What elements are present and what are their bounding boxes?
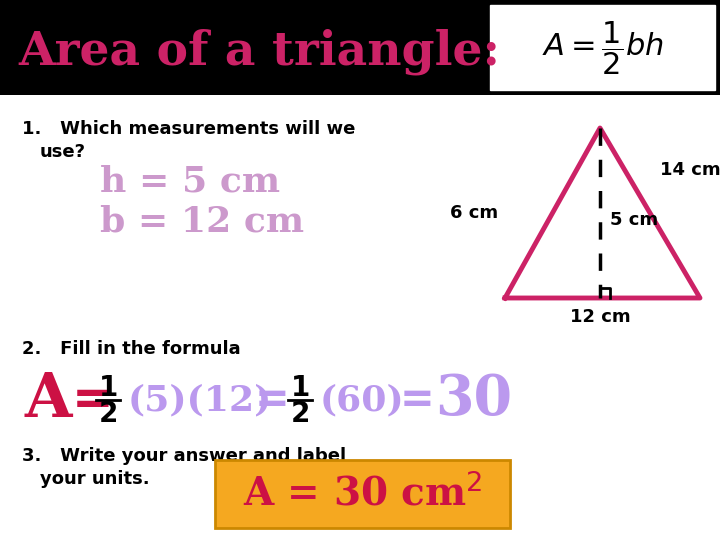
Text: 2.   Fill in the formula: 2. Fill in the formula xyxy=(22,340,240,358)
Text: your units.: your units. xyxy=(40,470,150,488)
Bar xyxy=(490,5,715,90)
Text: 14 cm: 14 cm xyxy=(660,161,720,179)
Text: Area of a triangle:: Area of a triangle: xyxy=(18,29,500,75)
Bar xyxy=(215,460,510,528)
Text: 1.   Which measurements will we: 1. Which measurements will we xyxy=(22,120,356,138)
Bar xyxy=(0,95,720,540)
Bar xyxy=(0,0,720,95)
Text: A = 30 cm$^2$: A = 30 cm$^2$ xyxy=(243,474,482,514)
Text: =: = xyxy=(72,376,114,424)
Text: 2: 2 xyxy=(290,400,310,428)
Text: b = 12 cm: b = 12 cm xyxy=(100,205,304,239)
Text: 30: 30 xyxy=(435,373,512,428)
Text: (60): (60) xyxy=(320,383,405,417)
Text: h = 5 cm: h = 5 cm xyxy=(100,165,280,199)
Text: =: = xyxy=(400,379,435,421)
Text: 3.   Write your answer and label: 3. Write your answer and label xyxy=(22,447,346,465)
Text: =: = xyxy=(255,379,289,421)
Text: 1: 1 xyxy=(290,374,310,402)
Text: 6 cm: 6 cm xyxy=(450,204,498,222)
Text: A: A xyxy=(25,370,73,430)
Text: 12 cm: 12 cm xyxy=(570,308,630,326)
Text: use?: use? xyxy=(40,143,86,161)
Text: $A = \dfrac{1}{2}bh$: $A = \dfrac{1}{2}bh$ xyxy=(542,19,664,77)
Text: 2: 2 xyxy=(99,400,117,428)
Text: 5 cm: 5 cm xyxy=(610,211,658,229)
Text: (5)(12): (5)(12) xyxy=(128,383,272,417)
Text: 1: 1 xyxy=(99,374,117,402)
